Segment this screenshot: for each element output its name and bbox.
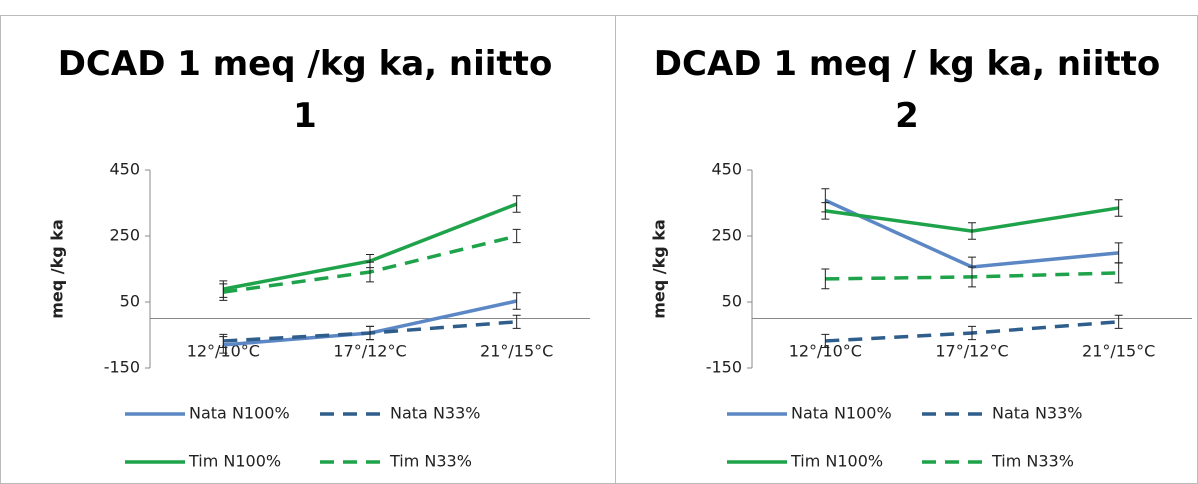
y-axis-title: meq /kg ka [650, 219, 669, 319]
y-tick-label: -150 [104, 358, 140, 377]
legend-label: Nata N33% [992, 404, 1082, 423]
x-tick-label: 17°/12°C [935, 342, 1008, 361]
error-bar [1114, 199, 1123, 217]
error-bar [968, 222, 976, 240]
error-bar [512, 195, 521, 213]
x-tick-label: 17°/12°C [333, 342, 406, 361]
error-bar [366, 325, 374, 341]
legend-label: Nata N100% [791, 404, 892, 423]
y-tick-label: 450 [109, 160, 140, 179]
legend-label: Tim N100% [790, 452, 883, 471]
legend-label: Nata N33% [390, 404, 480, 423]
y-tick-label: 250 [711, 226, 742, 245]
error-bar [512, 314, 521, 329]
error-bar [219, 333, 228, 349]
y-tick-label: -150 [706, 358, 742, 377]
y-tick-label: 450 [711, 160, 742, 179]
legend-label: Tim N33% [389, 452, 472, 471]
error-bar [1114, 262, 1123, 284]
error-bar [821, 333, 830, 349]
chart-title: DCAD 1 meq / kg ka, niitto 2 [653, 44, 1161, 136]
error-bar [366, 261, 374, 283]
error-bar [821, 202, 830, 220]
x-tick-label: 21°/15°C [1082, 342, 1155, 361]
y-axis-title: meq /kg ka [48, 219, 67, 319]
chart-title: DCAD 1 meq /kg ka, niitto 1 [57, 44, 553, 136]
y-tick-label: 250 [109, 226, 140, 245]
error-bar [512, 292, 521, 310]
error-bar [968, 266, 976, 288]
legend-label: Tim N100% [188, 452, 281, 471]
x-tick-label: 21°/15°C [480, 342, 553, 361]
legend-label: Nata N100% [189, 404, 290, 423]
x-tick-label: 12°/10°C [789, 342, 862, 361]
error-bar [1114, 314, 1123, 329]
y-tick-label: 50 [120, 292, 140, 311]
error-bar [512, 228, 521, 244]
error-bar [821, 268, 830, 290]
y-tick-label: 50 [722, 292, 742, 311]
error-bar [219, 283, 228, 301]
error-bar [968, 325, 976, 341]
legend-label: Tim N33% [991, 452, 1074, 471]
